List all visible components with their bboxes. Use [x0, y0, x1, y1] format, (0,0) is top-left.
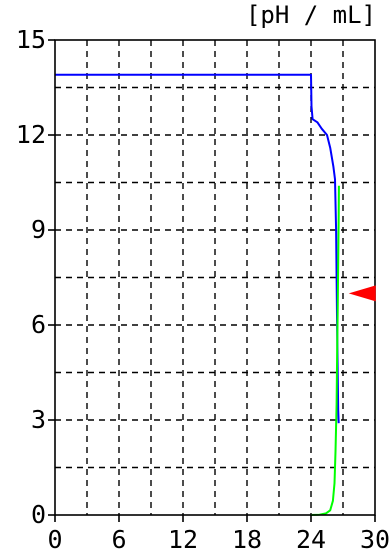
x-tick-label: 18: [232, 525, 262, 554]
marker-layer: [348, 285, 376, 302]
y-tick-label: 6: [31, 310, 46, 339]
x-axis-ticks: 0 6 12 18 24 30: [47, 515, 390, 554]
y-axis-ticks: 0 3 6 9 12 15: [16, 25, 55, 529]
plot-frame: [54, 39, 376, 516]
grid: [55, 40, 375, 515]
triangle-marker-icon: [348, 285, 376, 302]
y-tick-label: 3: [31, 405, 46, 434]
y-tick-label: 15: [16, 25, 46, 54]
x-tick-label: 12: [168, 525, 198, 554]
x-tick-label: 0: [47, 525, 62, 554]
series-line-2: [310, 185, 340, 516]
y-tick-label: 9: [31, 215, 46, 244]
x-tick-label: 6: [111, 525, 126, 554]
unit-label: [pH / mL]: [246, 1, 376, 29]
series-layer: [55, 73, 340, 516]
y-tick-label: 12: [16, 120, 46, 149]
series-line-1: [55, 73, 340, 424]
plot-frame-layer: [54, 39, 376, 516]
x-tick-label: 30: [360, 525, 390, 554]
x-tick-label: 24: [296, 525, 326, 554]
y-tick-label: 0: [31, 500, 46, 529]
